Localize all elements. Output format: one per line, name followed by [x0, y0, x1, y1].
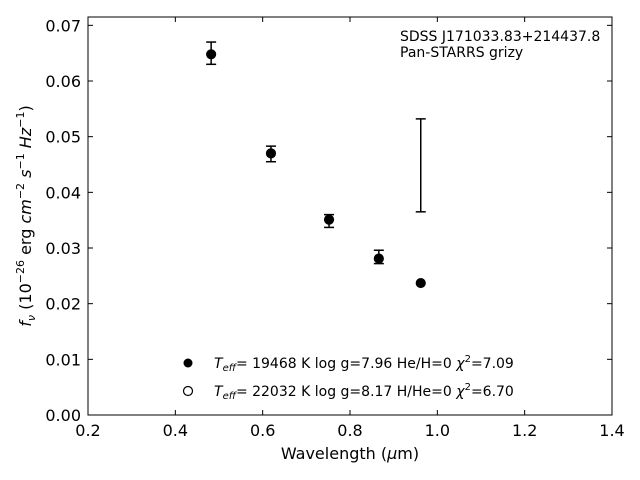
error-bar — [415, 118, 426, 213]
legend: Teff= 19468 K log g=7.96 He/H=0 χ2=7.09 … — [182, 354, 514, 402]
y-tick-label: 0.06 — [45, 72, 81, 91]
x-tick-label: 0.4 — [163, 421, 188, 440]
x-tick-label: 1.2 — [512, 421, 537, 440]
data-point-filled — [324, 215, 334, 225]
data-point-filled — [266, 148, 276, 158]
filled-circle-series — [206, 49, 426, 288]
x-tick-label: 1.0 — [425, 421, 450, 440]
x-tick-label: 0.8 — [337, 421, 362, 440]
x-axis-label: Wavelength (μm) — [281, 444, 419, 463]
y-tick-label: 0.04 — [45, 183, 81, 202]
legend-marker-filled — [183, 358, 193, 368]
error-bars — [206, 41, 426, 265]
x-tick-label: 0.6 — [250, 421, 275, 440]
y-tick-label: 0.03 — [45, 239, 81, 258]
legend-label-open: Teff= 22032 K log g=8.17 H/He=0 χ2=6.70 — [214, 382, 514, 402]
legend-marker-open — [182, 385, 194, 397]
y-tick-label: 0.05 — [45, 128, 81, 147]
x-tick-label: 1.4 — [599, 421, 624, 440]
y-tick-label: 0.02 — [45, 295, 81, 314]
x-tick-label: 0.2 — [75, 421, 100, 440]
y-axis-label: fν (10−26 erg cm−2 s−1 Hz−1) — [14, 105, 38, 326]
annotation-filter-set: Pan-STARRS grizy — [400, 45, 523, 61]
data-point-filled — [416, 278, 426, 288]
plot-frame — [87, 16, 613, 416]
y-tick-label: 0.07 — [45, 16, 81, 35]
data-point-filled — [206, 49, 216, 59]
data-point-filled — [374, 254, 384, 264]
annotation-object-name: SDSS J171033.83+214437.8 — [400, 29, 600, 45]
open-circle-series — [206, 49, 426, 289]
legend-label-filled: Teff= 19468 K log g=7.96 He/H=0 χ2=7.09 — [214, 354, 514, 374]
axis-ticks: 0.2 0.4 0.6 0.8 1.0 1.2 1.4 0.00 0.01 0.02 0.03 0.0… — [45, 16, 624, 440]
y-tick-label: 0.00 — [45, 406, 81, 425]
y-tick-label: 0.01 — [45, 350, 81, 369]
